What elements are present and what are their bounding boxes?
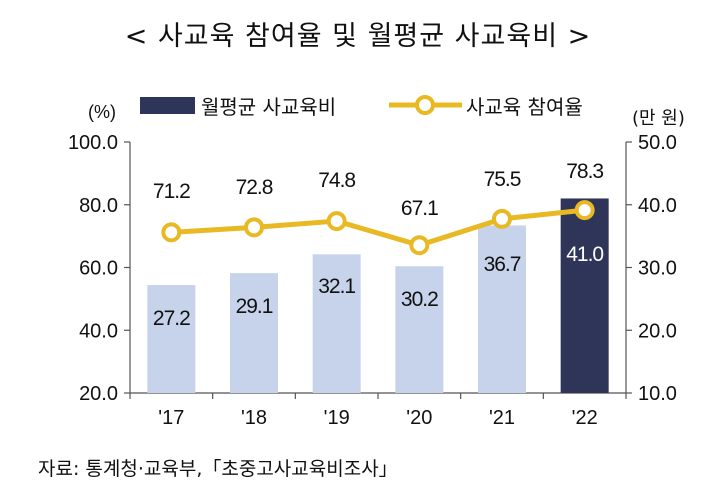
bar-value-label: 30.2 (401, 288, 438, 311)
bar (147, 285, 196, 393)
left-tick-label: 100.0 (68, 132, 118, 154)
line-point (574, 200, 595, 221)
right-tick-label: 10.0 (638, 383, 677, 405)
left-axis-unit: (%) (88, 102, 116, 122)
line-value-label: 71.2 (153, 180, 190, 203)
bar-value-label: 27.2 (153, 307, 190, 330)
x-tick-label: '22 (572, 407, 598, 429)
x-tick-label: '18 (241, 407, 267, 429)
line-point (409, 235, 430, 256)
legend-bar-swatch (140, 97, 195, 114)
left-tick-label: 60.0 (79, 258, 118, 280)
line-value-label: 67.1 (401, 197, 438, 220)
x-tick-label: '19 (324, 407, 350, 429)
bar (478, 225, 526, 393)
bar-value-label: 41.0 (566, 243, 603, 266)
bar-value-label: 32.1 (318, 275, 355, 298)
right-tick-label: 50.0 (638, 132, 677, 154)
x-tick-label: '17 (158, 407, 184, 429)
bar (230, 273, 278, 393)
x-tick-label: '20 (406, 407, 432, 429)
legend-bar-label: 월평균 사교육비 (201, 95, 336, 119)
line-value-label: 74.8 (318, 169, 355, 192)
right-axis-unit: (만 원) (632, 108, 685, 129)
bar (312, 254, 361, 393)
line-point (326, 211, 347, 232)
bar-value-label: 29.1 (236, 295, 273, 318)
legend-line-marker (415, 95, 435, 115)
right-tick-label: 40.0 (638, 195, 677, 217)
line-point (244, 217, 264, 238)
right-tick-label: 20.0 (638, 320, 677, 342)
bar (560, 198, 609, 393)
left-tick-label: 20.0 (79, 383, 118, 405)
line-point (161, 222, 182, 243)
left-tick-label: 40.0 (79, 320, 118, 342)
bar-value-label: 36.7 (484, 253, 521, 276)
line-value-label: 78.3 (566, 160, 603, 183)
bar (395, 266, 444, 393)
chart-title: < 사교육 참여율 및 월평균 사교육비 > (124, 21, 592, 52)
left-tick-label: 80.0 (79, 195, 118, 217)
legend-line-label: 사교육 참여율 (466, 95, 583, 119)
line-point (492, 208, 512, 229)
x-tick-label: '21 (489, 407, 515, 429)
source-note: 자료: 통계청·교육부,「초중고사교육비조사」 (38, 458, 398, 480)
right-tick-label: 30.0 (638, 258, 677, 280)
line-value-label: 72.8 (236, 176, 273, 199)
participation-line (171, 207, 585, 248)
line-value-label: 75.5 (484, 168, 521, 191)
